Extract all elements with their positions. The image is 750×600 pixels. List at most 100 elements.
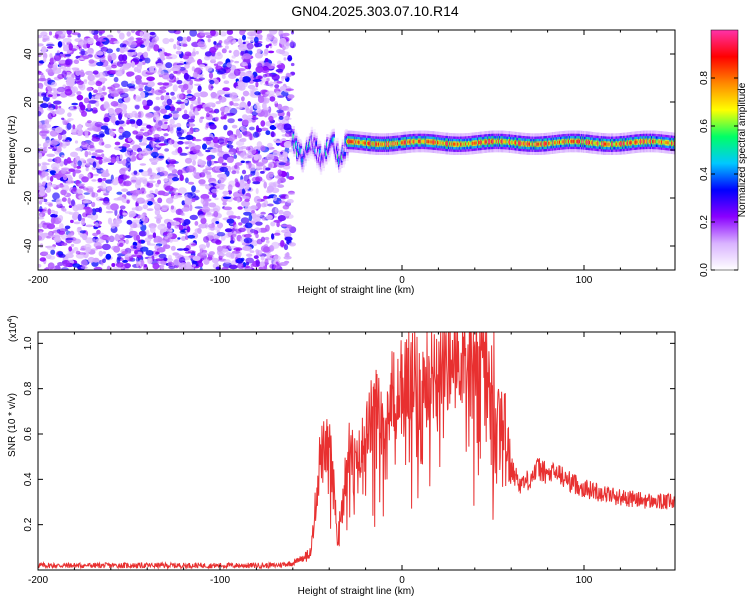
spectrogram-region-0 — [38, 30, 297, 270]
noise-blob — [132, 196, 138, 201]
noise-blob — [110, 156, 117, 164]
noise-blob — [126, 148, 133, 151]
noise-blob — [224, 228, 233, 233]
noise-blob — [134, 86, 140, 89]
noise-blob — [222, 87, 230, 92]
noise-blob — [222, 196, 232, 200]
noise-blob — [204, 51, 212, 57]
noise-blob — [287, 192, 296, 195]
noise-blob — [181, 167, 189, 174]
noise-blob — [228, 215, 238, 219]
noise-blob — [55, 30, 63, 35]
noise-blob — [163, 178, 169, 183]
noise-blob — [266, 153, 275, 161]
noise-blob — [217, 89, 225, 95]
noise-blob — [42, 252, 48, 255]
noise-blob — [172, 124, 177, 128]
noise-blob — [276, 109, 284, 114]
noise-blob — [181, 113, 190, 120]
noise-blob — [180, 211, 184, 216]
noise-blob — [213, 41, 217, 45]
noise-blob — [191, 260, 199, 264]
noise-blob — [121, 46, 128, 53]
noise-blob — [169, 118, 175, 125]
noise-blob — [193, 139, 202, 142]
noise-blob — [279, 262, 288, 266]
snr-ytick-label: 0.4 — [23, 472, 34, 486]
noise-blob — [160, 53, 165, 60]
noise-blob — [110, 203, 119, 211]
noise-blob — [181, 236, 186, 241]
noise-blob — [101, 243, 111, 251]
noise-blob — [197, 85, 202, 92]
noise-blob — [152, 174, 161, 179]
noise-blob — [248, 161, 252, 169]
noise-blob — [172, 177, 179, 182]
noise-blob — [278, 115, 284, 120]
noise-blob — [54, 210, 59, 215]
noise-blob — [238, 222, 243, 226]
noise-blob — [236, 106, 243, 110]
noise-blob — [157, 179, 161, 185]
noise-blob — [166, 221, 172, 229]
noise-blob — [140, 259, 145, 267]
noise-blob — [285, 252, 290, 258]
noise-blob — [223, 124, 228, 131]
noise-blob — [118, 242, 124, 247]
noise-blob — [243, 174, 250, 182]
noise-blob — [256, 171, 260, 177]
noise-blob — [236, 170, 240, 174]
noise-blob — [152, 262, 160, 270]
noise-blob — [186, 226, 191, 233]
noise-blob — [158, 155, 164, 159]
noise-blob — [98, 131, 105, 138]
noise-blob — [49, 170, 56, 175]
spectrogram-xtick-label: -100 — [210, 275, 230, 286]
noise-blob — [116, 30, 121, 34]
noise-blob — [244, 198, 250, 202]
noise-blob — [140, 91, 146, 99]
noise-blob — [186, 36, 192, 42]
snr-marks — [38, 332, 675, 570]
noise-blob — [73, 221, 81, 225]
noise-blob — [208, 72, 214, 79]
noise-blob — [140, 246, 149, 252]
noise-blob — [116, 196, 125, 201]
noise-blob — [39, 231, 43, 236]
noise-blob — [52, 148, 57, 151]
noise-blob — [86, 214, 94, 219]
noise-blob — [95, 149, 104, 153]
noise-blob — [181, 87, 185, 93]
noise-blob — [162, 82, 170, 86]
noise-blob — [153, 133, 160, 138]
noise-blob — [65, 119, 71, 123]
noise-blob — [203, 258, 210, 265]
noise-blob — [151, 161, 158, 165]
noise-blob — [71, 86, 78, 93]
noise-blob — [213, 63, 219, 66]
noise-blob — [161, 118, 169, 122]
noise-blob — [155, 251, 160, 255]
noise-blob — [191, 197, 196, 203]
noise-blob — [142, 99, 148, 106]
noise-blob — [170, 205, 174, 210]
noise-blob — [70, 219, 74, 224]
noise-blob — [231, 233, 237, 237]
noise-blob — [288, 176, 295, 180]
noise-blob — [253, 104, 261, 110]
noise-blob — [221, 162, 228, 166]
noise-blob — [241, 196, 250, 200]
noise-blob — [100, 169, 107, 173]
noise-blob — [42, 162, 50, 166]
noise-blob — [255, 65, 264, 74]
noise-blob — [182, 43, 188, 47]
noise-blob — [102, 251, 107, 255]
noise-blob — [93, 34, 99, 40]
noise-blob — [118, 32, 125, 40]
noise-blob — [38, 163, 41, 167]
snr-ytick-label: 0.8 — [23, 381, 34, 395]
noise-blob — [211, 188, 219, 194]
noise-blob — [264, 91, 271, 95]
noise-blob — [257, 146, 261, 151]
noise-blob — [245, 184, 250, 190]
